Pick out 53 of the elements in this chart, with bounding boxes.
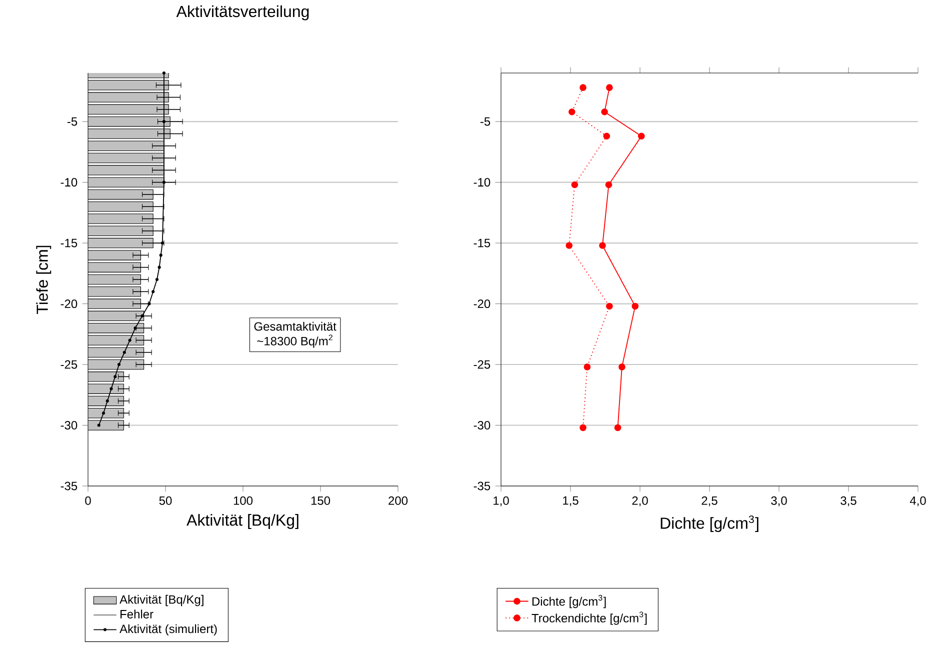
point (605, 181, 612, 188)
point (632, 302, 639, 310)
legend-label: Aktivität (simuliert) (120, 624, 217, 636)
point (599, 242, 606, 249)
point (618, 364, 626, 370)
x-tick-label: 1,5 (563, 496, 578, 506)
point (580, 84, 586, 91)
point (606, 302, 613, 310)
x-tick-label: 200 (388, 496, 408, 505)
x-tick-label: 150 (311, 496, 330, 505)
y-tick-label: -35 (60, 482, 78, 490)
legend-label: Trockendichte [g/cm$^{3}$] (532, 612, 647, 625)
y-tick-label: -30 (474, 420, 490, 430)
point (568, 108, 576, 116)
x-tick-label: 2,0 (632, 496, 648, 506)
x-axis-title: Dichte [g/cm$^{3}$] (660, 515, 758, 532)
y-tick-label: -20 (60, 300, 78, 308)
y-axis-title: Tiefe [cm] (36, 246, 52, 314)
x-tick-label: 0 (85, 496, 91, 505)
y-tick-label: -35 (474, 482, 490, 490)
point (606, 84, 613, 91)
point (601, 108, 608, 116)
annotation: Gesamtaktivität (254, 322, 336, 331)
x-tick-label: 2,5 (702, 496, 718, 506)
x-tick-label: 4,0 (910, 496, 926, 506)
point (584, 364, 591, 370)
legend-label: Dichte [g/cm$^{3}$] (532, 594, 606, 608)
y-tick-label: -5 (480, 117, 490, 126)
y-tick-label: -25 (474, 360, 490, 369)
text: Fehler (120, 610, 154, 618)
x-tick-label: 1,0 (494, 496, 509, 506)
x-tick-label: 3,5 (840, 496, 856, 506)
point (571, 181, 578, 188)
point (603, 132, 610, 140)
x-axis-title: Aktivität [Bq/Kg] (186, 514, 298, 529)
y-tick-label: -25 (60, 360, 78, 369)
y-tick-label: -30 (60, 421, 78, 430)
legend-label: Aktivität [Bq/Kg] (120, 594, 204, 606)
point (580, 424, 586, 432)
y-tick-label: -15 (474, 238, 490, 248)
y-tick-label: -10 (474, 178, 490, 187)
point (638, 132, 645, 140)
x-tick-label: 50 (159, 496, 172, 505)
annotation: ~18300 Bq/m$^{2}$ (257, 334, 332, 348)
x-tick-label: 3,0 (771, 496, 787, 506)
y-tick-label: -10 (60, 178, 78, 187)
y-tick-label: -20 (474, 300, 490, 308)
chart-title: Aktivitätsverteilung (176, 5, 309, 20)
point (614, 424, 622, 432)
y-tick-label: -5 (67, 117, 78, 126)
y-tick-label: -15 (60, 238, 78, 248)
point (566, 242, 573, 249)
x-tick-label: 100 (234, 496, 253, 505)
